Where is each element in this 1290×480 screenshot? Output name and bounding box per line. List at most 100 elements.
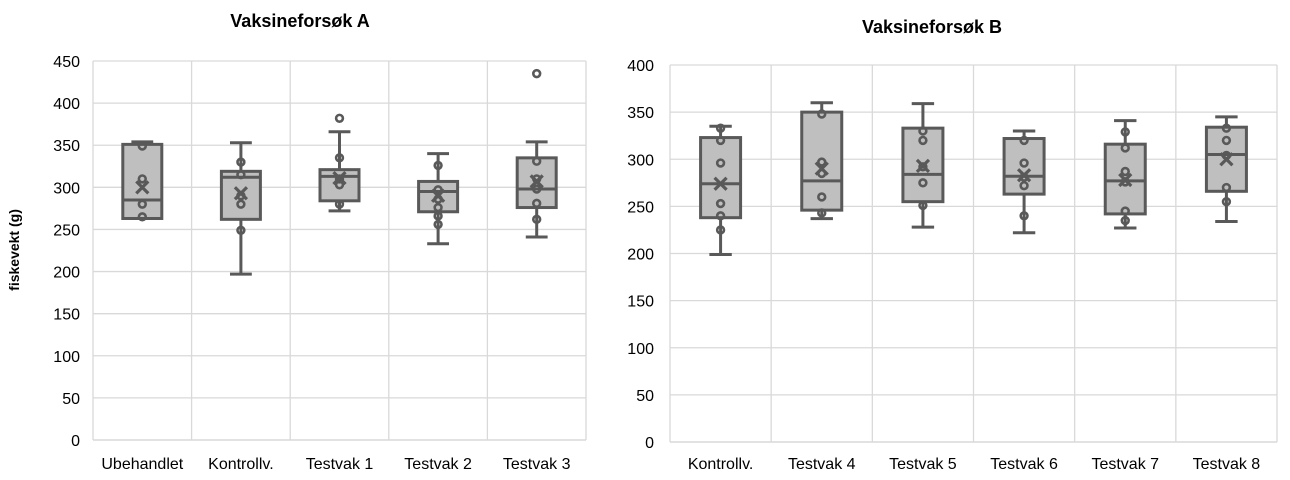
chart-a-data-point	[433, 219, 443, 230]
chart-b-y-tick-label: 200	[627, 247, 654, 264]
chart-b-data-point	[715, 123, 726, 133]
chart-a-x-tick-label: Kontrollv.	[208, 456, 274, 473]
chart-a-data-point	[531, 68, 542, 79]
chart-a-data-point	[236, 199, 246, 209]
chart-a-x-tick-label: Testvak 3	[503, 456, 571, 473]
chart-a-data-point	[433, 160, 443, 171]
chart-b-mean-marker	[1219, 152, 1234, 167]
chart-a-data-point	[433, 211, 443, 221]
chart-a-data-point	[433, 202, 443, 213]
chart-b-data-point	[817, 157, 827, 167]
chart-b-x-tick-label: Testvak 8	[1193, 456, 1261, 473]
chart-b-mean-marker	[713, 176, 728, 191]
chart-b-data-point	[1221, 135, 1232, 146]
chart-b-data-point	[918, 178, 928, 188]
chart-a-mean-marker	[529, 174, 544, 189]
chart-b-data-point	[1019, 158, 1029, 168]
chart-a-data-point	[236, 157, 246, 167]
chart-a-y-tick-label: 250	[53, 222, 80, 239]
chart-b-data-point	[817, 109, 827, 119]
chart-b-mean-marker	[915, 158, 931, 173]
chart-b-x-tick-label: Testvak 7	[1091, 456, 1159, 473]
chart-b-data-point	[1019, 211, 1029, 221]
chart-b-data-point	[817, 208, 827, 218]
chart-b-mean-marker	[1016, 168, 1032, 183]
chart-a-y-tick-label: 300	[53, 180, 80, 197]
chart-a-data-point	[433, 185, 443, 195]
chart-a-title: Vaksineforsøk A	[230, 11, 369, 31]
chart-a-x-tick-label: Ubehandlet	[101, 456, 183, 473]
chart-a-mean-marker	[332, 170, 347, 186]
chart-b-data-point	[918, 126, 928, 136]
chart-a-data-point	[531, 156, 542, 166]
chart-b-data-point	[918, 200, 928, 211]
chart-b-data-point	[1221, 182, 1232, 193]
chart-b-data-point	[918, 135, 928, 146]
chart-a-plot-area	[93, 61, 586, 440]
chart-b-y-tick-label: 150	[627, 294, 654, 311]
chart-a-mean-marker	[430, 188, 446, 203]
chart-a-y-tick-label: 50	[62, 391, 80, 408]
chart-b-data-point	[715, 198, 726, 209]
chart-b-data-point	[715, 158, 726, 168]
chart-b-data-point	[1221, 123, 1232, 133]
chart-a-data-point	[334, 113, 345, 123]
chart-b-data-point	[715, 225, 726, 235]
chart-a-data-point	[137, 199, 148, 209]
chart-a-data-point	[531, 214, 542, 225]
chart-a-data-point	[137, 141, 148, 151]
chart-b-data-point	[715, 135, 726, 146]
chart-a: 0 50 100 150 200 250 300 350 400 450 Ubehandlet Kon…	[53, 54, 587, 473]
chart-b-y-tick-label: 250	[627, 199, 654, 216]
chart-b-data-point	[1019, 135, 1029, 146]
chart-a-mean-marker	[135, 180, 150, 195]
chart-b-y-tick-label: 350	[627, 105, 654, 122]
chart-a-data-point	[236, 225, 246, 235]
chart-b-y-tick-label: 0	[645, 435, 654, 452]
chart-a-y-tick-label: 450	[53, 54, 80, 71]
chart-b-title: Vaksineforsøk B	[862, 17, 1002, 37]
chart-b-data-point	[918, 162, 928, 172]
chart-a-y-tick-label: 400	[53, 96, 80, 113]
chart-b-data-point	[1120, 166, 1130, 177]
chart-a-data-point	[137, 212, 148, 222]
chart-b-data-point	[1221, 196, 1232, 207]
chart-b-y-tick-label: 300	[627, 152, 654, 169]
chart-a-y-tick-label: 100	[53, 349, 80, 366]
chart-a-data-point	[531, 184, 542, 194]
chart-a-data-point	[531, 198, 542, 209]
chart-b-data-point	[715, 211, 726, 221]
chart-a-data-point	[236, 170, 246, 180]
chart-b-box	[800, 110, 844, 212]
chart-a-y-tick-label: 150	[53, 307, 80, 324]
chart-a-data-point	[334, 180, 345, 190]
chart-b-data-point	[817, 192, 827, 202]
chart-a-y-tick-label: 0	[71, 433, 80, 450]
chart-b-mean-marker	[814, 161, 829, 176]
chart-b-x-tick-label: Kontrollv.	[688, 456, 754, 473]
chart-b-x-tick-label: Testvak 5	[889, 456, 957, 473]
chart-a-x-tick-label: Testvak 2	[404, 456, 472, 473]
chart-b-y-tick-label: 400	[627, 58, 654, 75]
chart-a-y-tick-label: 200	[53, 265, 80, 282]
y-axis-label: fiskevekt (g)	[6, 209, 22, 291]
chart-b-y-tick-label: 100	[627, 341, 654, 358]
chart-b: 0 50 100 150 200 250 300 350 400 Kontrollv. Testva…	[627, 58, 1278, 473]
chart-b-box	[699, 136, 743, 220]
chart-b-data-point	[1120, 127, 1130, 137]
chart-a-data-point	[137, 174, 148, 184]
chart-b-data-point	[1019, 180, 1029, 191]
chart-a-y-tick-label: 350	[53, 138, 80, 155]
chart-a-x-tick-label: Testvak 1	[306, 456, 374, 473]
chart-b-mean-marker	[1118, 172, 1133, 188]
chart-a-mean-marker	[233, 186, 249, 201]
chart-b-y-tick-label: 50	[636, 388, 654, 405]
chart-b-x-tick-label: Testvak 6	[990, 456, 1058, 473]
chart-a-data-point	[334, 199, 345, 209]
chart-b-data-point	[1120, 143, 1130, 153]
chart-a-data-point	[334, 153, 345, 163]
chart-b-x-tick-label: Testvak 4	[788, 456, 856, 473]
chart-b-data-point	[1120, 206, 1130, 216]
